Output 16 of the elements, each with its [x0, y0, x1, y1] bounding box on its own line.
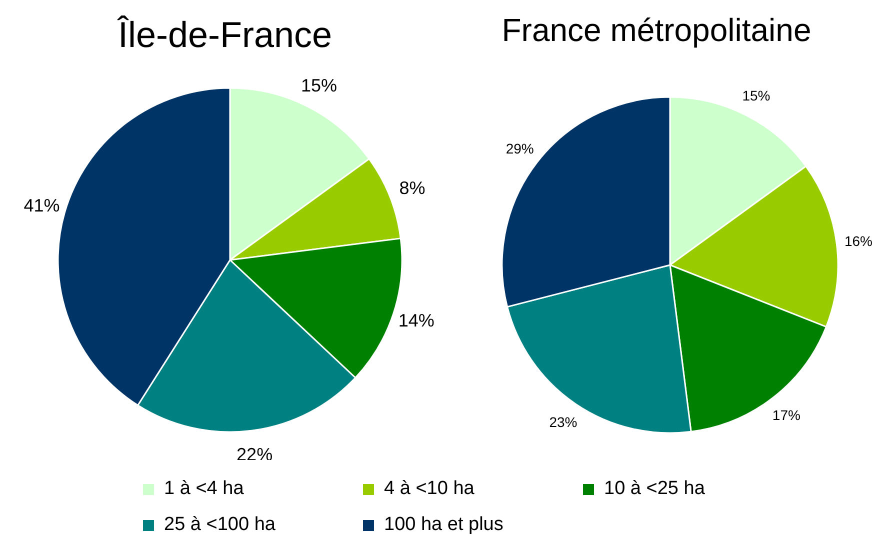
legend-label: 1 à <4 ha: [164, 478, 244, 500]
data-label: 29%: [506, 140, 534, 157]
data-label: 16%: [844, 233, 873, 250]
legend-label: 4 à <10 ha: [384, 478, 474, 500]
data-label: 17%: [772, 407, 800, 424]
chart-title: Île-de-France: [116, 14, 334, 56]
data-label: 23%: [549, 414, 578, 430]
legend-label: 25 à <100 ha: [164, 514, 276, 536]
legend-label: 10 à <25 ha: [604, 478, 705, 500]
chart-title: France métropolitaine: [500, 12, 812, 49]
data-label: 15%: [300, 75, 337, 96]
legend-label: 100 ha et plus: [384, 514, 504, 536]
data-label: 15%: [742, 88, 770, 104]
data-label: 41%: [24, 195, 60, 216]
data-label: 8%: [399, 178, 426, 198]
data-label: 14%: [398, 310, 434, 331]
